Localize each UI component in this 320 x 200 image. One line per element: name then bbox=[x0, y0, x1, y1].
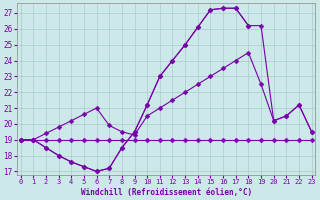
X-axis label: Windchill (Refroidissement éolien,°C): Windchill (Refroidissement éolien,°C) bbox=[81, 188, 252, 197]
